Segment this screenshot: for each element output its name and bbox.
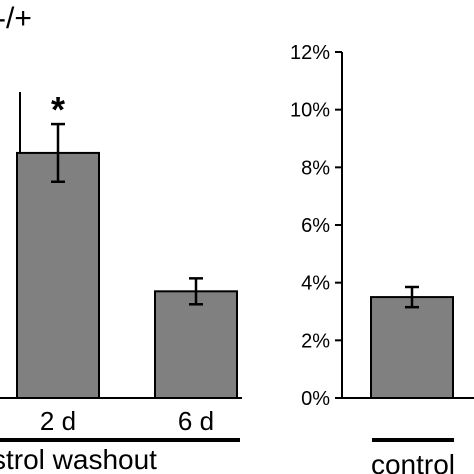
significance-asterisk: * (51, 89, 65, 130)
y-tick-label: 10% (290, 100, 330, 122)
y-tick-label: 6% (301, 215, 330, 237)
category-label: 2 d (40, 406, 76, 436)
bar-6d (154, 290, 238, 400)
bar-2d (16, 151, 100, 399)
right-group-label: control (371, 449, 455, 474)
left-group-label: strol washout (0, 444, 157, 474)
right-panel: 0% 2% 4% 6% 8% 10% 12% control (290, 42, 474, 474)
left-panel: 2 d 6 d * strol washout (0, 89, 242, 474)
bar-control (370, 296, 454, 400)
y-tick-label: 0% (301, 388, 330, 410)
y-tick-label: 4% (301, 273, 330, 295)
category-label: 6 d (178, 406, 214, 436)
y-tick-label: 8% (301, 157, 330, 179)
y-tick-label: 2% (301, 330, 330, 352)
chart-title: -/+ (0, 2, 32, 35)
y-tick-label: 12% (290, 42, 330, 64)
